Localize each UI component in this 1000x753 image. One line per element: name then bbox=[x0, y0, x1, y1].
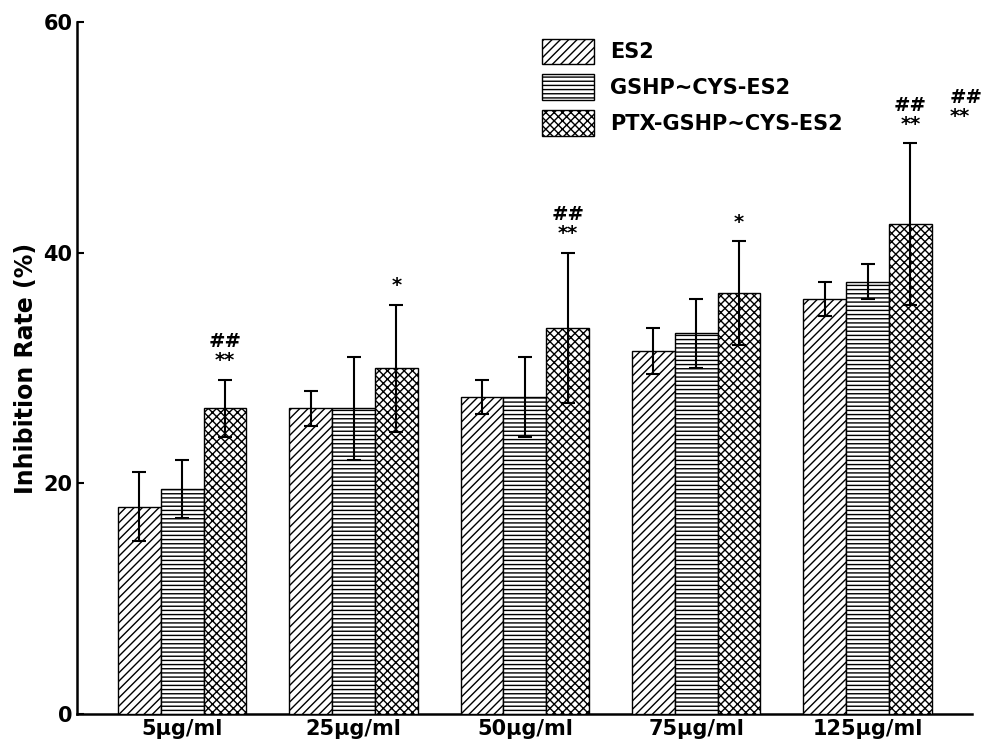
Text: *: * bbox=[391, 276, 401, 295]
Bar bbox=[332, 408, 375, 715]
Text: *: * bbox=[734, 213, 744, 232]
Bar bbox=[118, 507, 161, 715]
Text: ##
**: ## ** bbox=[950, 87, 983, 126]
Bar bbox=[846, 282, 889, 715]
Bar bbox=[889, 224, 932, 715]
Bar bbox=[503, 397, 546, 715]
Bar bbox=[375, 368, 418, 715]
Bar bbox=[161, 489, 204, 715]
Text: ##
**: ## ** bbox=[551, 206, 584, 243]
Bar bbox=[632, 351, 675, 715]
Legend: ES2, GSHP~CYS-ES2, PTX-GSHP~CYS-ES2: ES2, GSHP~CYS-ES2, PTX-GSHP~CYS-ES2 bbox=[535, 32, 849, 142]
Y-axis label: Inhibition Rate (%): Inhibition Rate (%) bbox=[14, 242, 38, 494]
Bar bbox=[289, 408, 332, 715]
Bar bbox=[675, 334, 718, 715]
Bar bbox=[546, 328, 589, 715]
Bar bbox=[803, 299, 846, 715]
Bar bbox=[461, 397, 503, 715]
Bar bbox=[718, 293, 760, 715]
Text: ##
**: ## ** bbox=[894, 96, 927, 134]
Text: ##
**: ## ** bbox=[209, 332, 242, 370]
Bar bbox=[204, 408, 246, 715]
